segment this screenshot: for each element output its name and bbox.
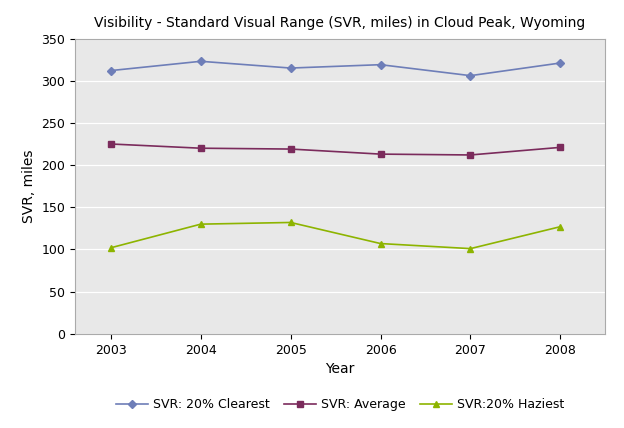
- SVR:20% Haziest: [197, 222, 205, 227]
- SVR: Average: (2e+03, 225): Average: (2e+03, 225): [107, 141, 115, 146]
- SVR: Average: (2e+03, 219): Average: (2e+03, 219): [287, 146, 295, 152]
- SVR: 20% Clearest: (2e+03, 323): 20% Clearest: (2e+03, 323): [197, 59, 205, 64]
- SVR:20% Haziest: [107, 245, 115, 250]
- Line: SVR:20% Haziest: SVR:20% Haziest: [108, 220, 563, 251]
- SVR: Average: (2.01e+03, 212): Average: (2.01e+03, 212): [467, 152, 474, 158]
- SVR:20% Haziest: [467, 246, 474, 251]
- Y-axis label: SVR, miles: SVR, miles: [22, 149, 36, 223]
- SVR: 20% Clearest: (2e+03, 312): 20% Clearest: (2e+03, 312): [107, 68, 115, 73]
- Line: SVR: 20% Clearest: SVR: 20% Clearest: [108, 59, 563, 78]
- X-axis label: Year: Year: [325, 362, 355, 376]
- SVR: 20% Clearest: (2.01e+03, 321): 20% Clearest: (2.01e+03, 321): [557, 60, 564, 65]
- SVR: 20% Clearest: (2e+03, 315): 20% Clearest: (2e+03, 315): [287, 65, 295, 71]
- SVR:20% Haziest: [377, 241, 384, 246]
- SVR: Average: (2e+03, 220): Average: (2e+03, 220): [197, 146, 205, 151]
- SVR: 20% Clearest: (2.01e+03, 306): 20% Clearest: (2.01e+03, 306): [467, 73, 474, 78]
- SVR: Average: (2.01e+03, 213): Average: (2.01e+03, 213): [377, 152, 384, 157]
- SVR:20% Haziest: [287, 220, 295, 225]
- Title: Visibility - Standard Visual Range (SVR, miles) in Cloud Peak, Wyoming: Visibility - Standard Visual Range (SVR,…: [94, 16, 586, 30]
- SVR: 20% Clearest: (2.01e+03, 319): 20% Clearest: (2.01e+03, 319): [377, 62, 384, 67]
- Legend: SVR: 20% Clearest, SVR: Average, SVR:20% Haziest: SVR: 20% Clearest, SVR: Average, SVR:20%…: [112, 393, 568, 416]
- SVR: Average: (2.01e+03, 221): Average: (2.01e+03, 221): [557, 145, 564, 150]
- Line: SVR: Average: SVR: Average: [108, 141, 563, 158]
- SVR:20% Haziest: [557, 224, 564, 229]
